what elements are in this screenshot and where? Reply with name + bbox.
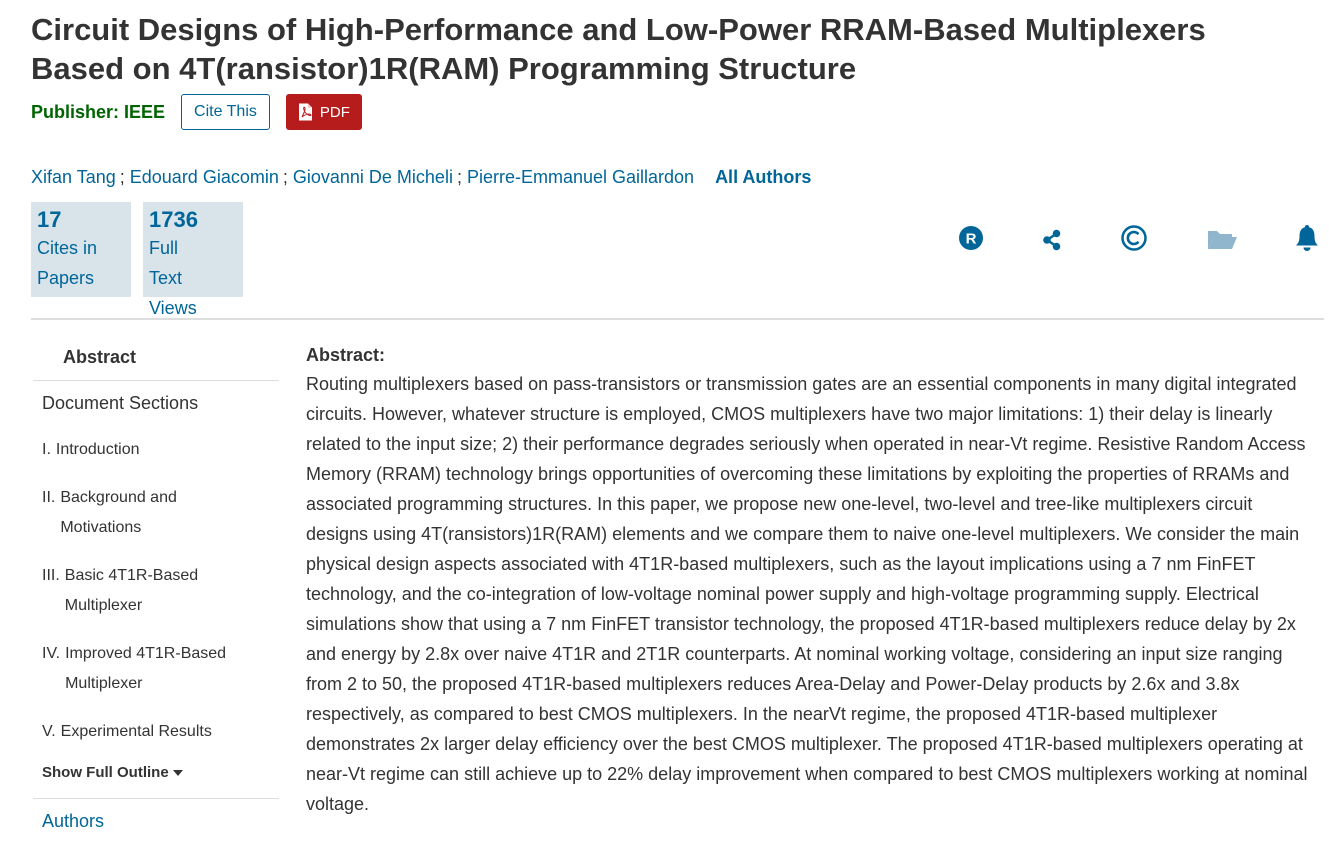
show-full-outline-button[interactable]: Show Full Outline	[42, 764, 183, 781]
header-divider	[31, 318, 1324, 320]
sidebar-divider	[33, 380, 279, 381]
section-link-background[interactable]: II. Background and Motivations	[42, 483, 195, 543]
share-icon[interactable]	[1041, 224, 1063, 257]
section-title: Background and Motivations	[60, 489, 177, 536]
sidebar-abstract-link[interactable]: Abstract	[63, 347, 137, 367]
svg-text:R: R	[966, 231, 977, 248]
sidebar-authors-link[interactable]: Authors	[42, 811, 105, 831]
section-link-improved-4t1r[interactable]: IV. Improved 4T1R-Based Multiplexer	[42, 639, 235, 699]
caret-down-icon	[172, 769, 183, 776]
page-title: Circuit Designs of High-Performance and …	[31, 12, 1206, 86]
section-title: Improved 4T1R-Based Multiplexer	[65, 645, 227, 692]
views-label-line2: Text Views	[149, 268, 197, 318]
author-link[interactable]: Pierre-Emmanuel Gaillardon	[466, 167, 695, 187]
document-sections-heading: Document Sections	[42, 393, 199, 413]
abstract-heading: Abstract:	[306, 345, 386, 365]
abstract-text: Routing multiplexers based on pass-trans…	[306, 374, 1308, 814]
publisher-row: Publisher: IEEE Cite This PDF	[31, 94, 362, 130]
cites-count: 17	[37, 207, 62, 232]
pdf-icon	[298, 103, 312, 121]
publisher-label: Publisher:	[31, 101, 120, 122]
cite-this-button[interactable]: Cite This	[181, 94, 270, 130]
author-link[interactable]: Edouard Giacomin	[129, 167, 279, 187]
full-text-views-metric: 1736 Full Text Views	[143, 202, 243, 318]
cites-in-papers-metric[interactable]: 17 Cites in Papers	[31, 202, 131, 297]
author-separator: ;	[282, 167, 288, 187]
section-title: Basic 4T1R-Based Multiplexer	[64, 567, 199, 614]
publisher: Publisher: IEEE	[31, 102, 165, 123]
section-number: III.	[42, 567, 60, 584]
author-separator: ;	[456, 167, 462, 187]
author-list: Xifan Tang; Edouard Giacomin; Giovanni D…	[31, 166, 811, 188]
sidebar-divider	[33, 798, 279, 799]
abstract-section: Abstract: Routing multiplexers based on …	[306, 343, 1311, 819]
section-number: IV.	[42, 645, 61, 662]
cites-label-line2: Papers	[37, 268, 95, 288]
copyright-icon[interactable]	[1120, 224, 1148, 257]
section-title: Experimental Results	[60, 723, 212, 740]
section-link-introduction[interactable]: I. Introduction	[42, 435, 216, 465]
section-number: I.	[42, 441, 51, 458]
section-number: V.	[42, 723, 56, 740]
section-link-experimental-results[interactable]: V. Experimental Results	[42, 717, 241, 747]
all-authors-link[interactable]: All Authors	[715, 167, 812, 187]
pdf-button[interactable]: PDF	[285, 94, 362, 130]
section-number: II.	[42, 489, 56, 506]
views-label-line1: Full	[149, 238, 179, 258]
bell-icon[interactable]	[1294, 224, 1320, 257]
section-title: Introduction	[55, 441, 140, 458]
publisher-name: IEEE	[124, 101, 166, 122]
pdf-button-label: PDF	[319, 103, 350, 121]
rights-icon[interactable]: R	[958, 224, 984, 257]
folder-icon[interactable]	[1206, 224, 1238, 257]
views-count: 1736	[149, 207, 198, 232]
show-full-outline-label: Show Full Outline	[42, 764, 169, 781]
author-link[interactable]: Giovanni De Micheli	[292, 167, 453, 187]
author-separator: ;	[119, 167, 125, 187]
author-link[interactable]: Xifan Tang	[31, 167, 116, 187]
cites-label-line1: Cites in	[37, 238, 98, 258]
section-link-basic-4t1r[interactable]: III. Basic 4T1R-Based Multiplexer	[42, 561, 215, 621]
